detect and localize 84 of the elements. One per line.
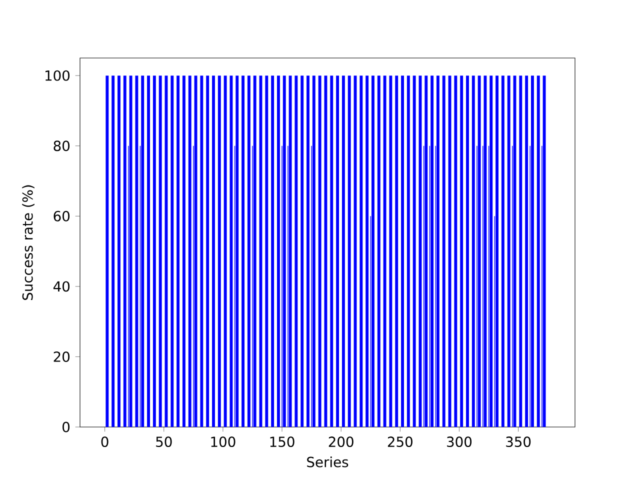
bar — [484, 76, 487, 427]
bar — [182, 76, 186, 427]
bar — [276, 76, 280, 427]
y-tick-label: 20 — [54, 351, 70, 362]
bar — [406, 76, 410, 427]
bar — [318, 76, 322, 427]
bar — [230, 76, 233, 427]
bar — [106, 76, 109, 427]
bar — [141, 76, 144, 427]
y-tick-label: 60 — [54, 210, 70, 222]
bar — [395, 76, 398, 427]
y-tick-label: 40 — [53, 281, 70, 292]
bar — [200, 76, 204, 427]
y-tick-label: 80 — [54, 140, 70, 152]
bar — [542, 76, 546, 427]
bar — [188, 76, 192, 427]
bar — [336, 76, 340, 427]
bar — [212, 76, 215, 427]
bar — [412, 76, 416, 427]
bar — [265, 76, 268, 427]
x-tick-label: 100 — [211, 436, 236, 448]
bar — [176, 76, 180, 427]
bar — [312, 76, 316, 427]
bar — [112, 76, 115, 427]
bar — [224, 76, 227, 427]
bar — [271, 76, 274, 427]
x-tick-label: 200 — [328, 436, 354, 448]
bar — [424, 76, 428, 427]
y-axis-title: Success rate (%) — [22, 185, 34, 300]
bar — [360, 76, 363, 427]
y-tick-label: 100 — [46, 70, 70, 81]
bar — [236, 76, 239, 427]
bar — [530, 76, 534, 427]
bar — [389, 76, 392, 427]
bar — [436, 76, 440, 427]
bar — [206, 76, 210, 427]
bar — [147, 76, 150, 427]
bar — [294, 76, 298, 427]
x-tick-label: 350 — [506, 436, 531, 448]
bar — [472, 76, 475, 427]
bar — [135, 76, 138, 427]
bar — [348, 76, 351, 427]
bar — [242, 76, 245, 427]
bar — [129, 76, 132, 427]
x-tick-label: 0 — [101, 436, 108, 448]
bar — [430, 76, 434, 427]
x-tick-label: 250 — [388, 436, 412, 448]
bar — [460, 76, 464, 427]
y-tick-label: 0 — [62, 422, 70, 432]
bar — [401, 76, 404, 427]
bar — [194, 76, 198, 427]
x-tick-label: 150 — [270, 436, 294, 448]
bar — [454, 76, 458, 427]
bar — [342, 76, 345, 427]
bar — [218, 76, 221, 427]
x-tick-label: 300 — [447, 436, 472, 448]
bar — [478, 76, 481, 427]
bar — [501, 76, 504, 427]
bar — [170, 76, 174, 427]
bar — [306, 76, 310, 427]
bar — [282, 76, 286, 427]
bar — [372, 76, 374, 427]
bar — [300, 76, 304, 427]
x-axis-title: Series — [307, 456, 348, 468]
bar — [377, 76, 380, 427]
bar — [158, 76, 162, 427]
bar — [442, 76, 446, 427]
bar — [507, 76, 510, 427]
bar — [490, 76, 493, 427]
bar — [519, 76, 522, 427]
bar — [330, 76, 334, 427]
bar — [383, 76, 386, 427]
bar — [366, 76, 369, 427]
bar — [253, 76, 256, 427]
bar — [152, 76, 156, 427]
bar — [288, 76, 292, 427]
bar — [496, 76, 499, 427]
bar — [525, 76, 528, 427]
bar — [247, 76, 250, 427]
bar — [466, 76, 469, 427]
x-tick-label: 50 — [156, 436, 172, 448]
bar — [118, 76, 120, 427]
bar — [123, 76, 126, 427]
bar — [536, 76, 540, 427]
